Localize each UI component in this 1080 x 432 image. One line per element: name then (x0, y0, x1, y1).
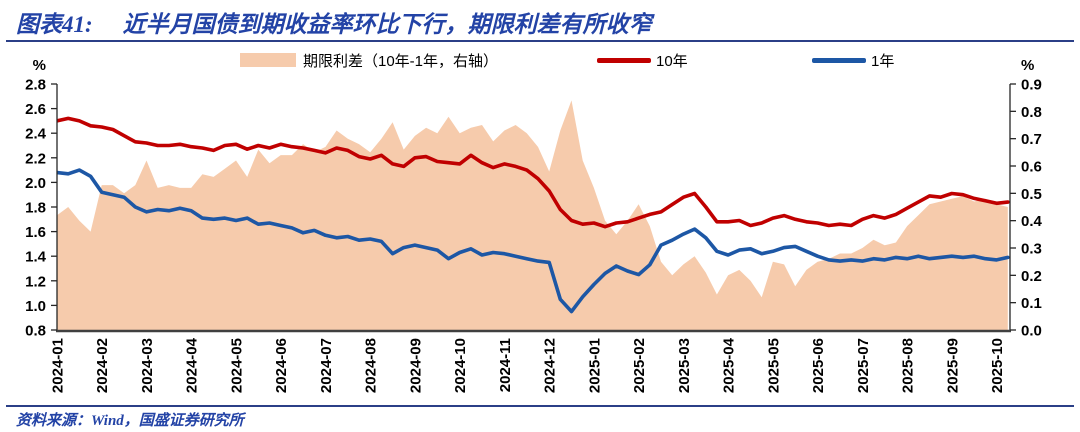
x-axis-label: 2025-04 (721, 337, 738, 393)
left-axis-label: 1.6 (25, 224, 46, 241)
spread-area-swatch (240, 53, 296, 67)
line-1y-series (57, 168, 1010, 314)
legend-item-10y: 10年 (597, 50, 688, 70)
legend-item-1y: 1年 (812, 50, 894, 70)
right-axis-label: 0.6 (1021, 159, 1042, 176)
left-axis-label: 1.8 (25, 200, 46, 217)
right-axis-label: 0.7 (1021, 131, 1042, 148)
right-axis-label: 0.3 (1021, 241, 1042, 258)
legend-label-10y: 10年 (656, 52, 688, 70)
x-axis-label: 2024-04 (184, 337, 201, 393)
left-axis-label: 2.2 (25, 150, 46, 167)
x-axis-label: 2024-07 (318, 338, 335, 393)
left-axis-label: 2.8 (25, 77, 46, 94)
right-axis-label: 0.0 (1021, 323, 1042, 340)
x-axis-label: 2025-10 (989, 338, 1006, 393)
source-text: 资料来源：Wind，国盛证券研究所 (16, 413, 244, 429)
left-axis-label: 0.8 (25, 323, 46, 340)
right-axis-label: 0.1 (1021, 295, 1042, 312)
legend-label-spread: 期限利差（10年-1年，右轴） (303, 52, 499, 70)
right-axis-label: 0.2 (1021, 268, 1042, 285)
x-axis-label: 2025-03 (676, 338, 693, 393)
x-axis-label: 2024-01 (50, 338, 67, 393)
x-axis-label: 2025-05 (765, 338, 782, 393)
title-underline (6, 40, 1074, 42)
x-axis-label: 2025-07 (855, 338, 872, 393)
left-axis-label: 1.0 (25, 298, 46, 315)
left-axis-label: 2.4 (25, 126, 47, 143)
chart-legend: 期限利差（10年-1年，右轴） 10年 1年 (0, 50, 1080, 70)
right-axis-label: 0.5 (1021, 186, 1042, 203)
x-axis-label: 2024-06 (273, 338, 290, 393)
spread-area-series (57, 100, 1008, 330)
x-axis-label: 2025-06 (810, 338, 827, 393)
legend-label-1y: 1年 (871, 52, 895, 70)
x-axis-label: 2024-09 (407, 338, 424, 393)
right-axis-label: 0.4 (1021, 213, 1043, 230)
left-axis-label: 1.4 (25, 249, 47, 266)
x-axis-label: 2025-02 (631, 338, 648, 393)
figure-title: 图表41: 近半月国债到期收益率环比下行，期限利差有所收窄 (16, 5, 652, 39)
x-axis-label: 2024-05 (228, 338, 245, 393)
line-1y-swatch (812, 57, 866, 63)
legend-item-spread: 期限利差（10年-1年，右轴） (240, 50, 498, 70)
right-axis-unit: % (1021, 57, 1034, 74)
x-axis-label: 2025-08 (900, 338, 917, 393)
x-axis-label: 2025-01 (586, 338, 603, 393)
x-axis-label: 2024-12 (542, 338, 559, 393)
figure-title-prefix: 图表41: (16, 12, 93, 37)
line-10y-swatch (597, 57, 651, 63)
left-axis-label: 1.2 (25, 273, 46, 290)
figure-title-text: 近半月国债到期收益率环比下行，期限利差有所收窄 (122, 12, 652, 37)
right-axis-label: 0.9 (1021, 77, 1042, 94)
x-axis-label: 2024-08 (363, 338, 380, 393)
x-axis-label: 2024-10 (452, 338, 469, 393)
x-axis-label: 2024-02 (94, 338, 111, 393)
x-axis-label: 2025-09 (944, 338, 961, 393)
left-axis-label: 2.6 (25, 101, 46, 118)
x-axis-label: 2024-11 (497, 338, 514, 392)
line-10y-series (57, 116, 1010, 229)
x-axis-label: 2024-03 (139, 338, 156, 393)
left-axis-label: 2.0 (25, 175, 46, 192)
source-divider (6, 405, 1074, 407)
left-axis-unit: % (33, 57, 46, 74)
right-axis-label: 0.8 (1021, 104, 1042, 121)
